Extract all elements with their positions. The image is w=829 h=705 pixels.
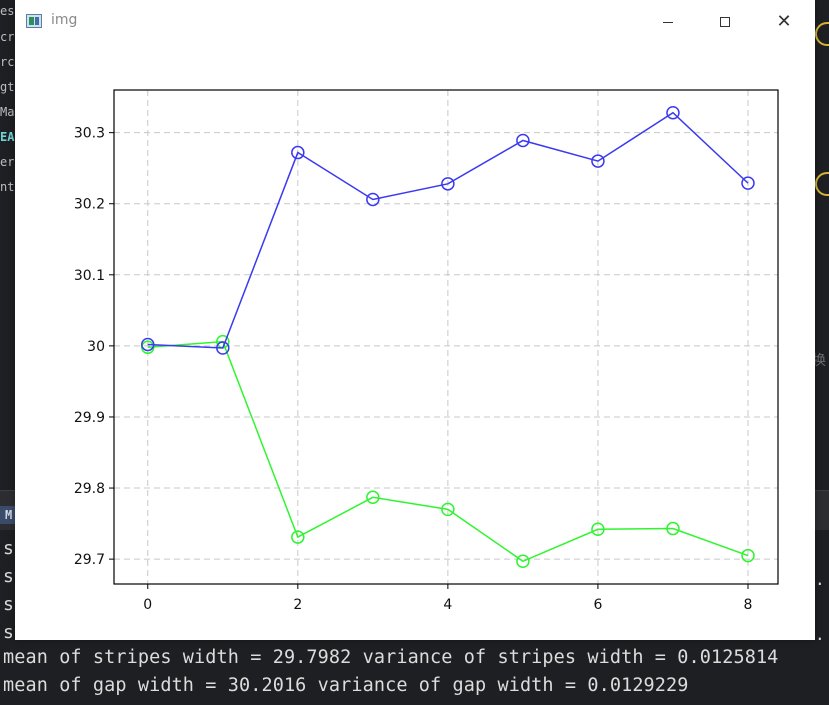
console-line-gap: mean of gap width = 30.2016 variance of … xyxy=(3,675,689,696)
data-point-stripes xyxy=(441,502,455,517)
code-fragment: rc xyxy=(0,55,15,69)
close-button[interactable]: ✕ xyxy=(761,8,807,36)
data-point-stripes xyxy=(741,548,755,563)
y-tick-label: 30 xyxy=(87,339,105,355)
image-window[interactable]: img ✕ 0 2 4 6 8 29.7 29.8 29.9 30 30.1 30.2 30.3 xyxy=(15,0,815,640)
code-fragment: cr xyxy=(0,30,15,44)
close-icon: ✕ xyxy=(776,11,792,32)
side-glyph: 换 xyxy=(812,353,826,369)
y-tick-label: 30.3 xyxy=(74,126,105,142)
code-fragment: EA xyxy=(0,130,15,144)
console-line-truncated: s xyxy=(3,538,14,559)
data-point-stripes xyxy=(591,522,605,537)
bracket-highlight xyxy=(815,22,829,46)
minimize-icon xyxy=(663,21,673,23)
data-point-gap xyxy=(741,176,755,190)
data-point-gap xyxy=(666,105,680,120)
y-tick-label: 29.9 xyxy=(74,410,105,426)
series-line-stripes xyxy=(147,340,749,563)
code-fragment: gt xyxy=(0,80,15,94)
axes-frame xyxy=(113,89,779,585)
data-point-gap xyxy=(591,154,605,168)
console-line-truncated: . xyxy=(815,570,825,589)
series-line-gap xyxy=(147,111,749,349)
y-tick-label: 30.1 xyxy=(74,268,105,284)
data-point-gap xyxy=(516,133,530,148)
line-chart: 0 2 4 6 8 29.7 29.8 29.9 30 30.1 30.2 30.3 xyxy=(74,89,779,613)
y-tick-label: 30.2 xyxy=(74,197,105,213)
maximize-icon xyxy=(720,17,730,27)
console-line-truncated: s xyxy=(3,594,14,615)
console-line-truncated: s xyxy=(3,622,14,643)
data-point-gap xyxy=(141,337,155,352)
data-point-gap xyxy=(441,177,455,191)
code-fragment: nt xyxy=(0,180,15,194)
window-title: img xyxy=(51,12,78,28)
maximize-button[interactable] xyxy=(702,8,748,36)
y-tick-label: 29.7 xyxy=(74,552,105,568)
x-tick-label: 8 xyxy=(744,597,753,613)
console-line-truncated: . xyxy=(815,625,825,644)
code-fragment: es xyxy=(0,4,15,18)
console-line-stripes: mean of stripes width = 29.7982 variance… xyxy=(3,647,779,668)
plot-area: 0 2 4 6 8 29.7 29.8 29.9 30 30.1 30.2 30.3 xyxy=(15,42,815,644)
y-tick-label: 29.8 xyxy=(74,481,105,497)
minimize-button[interactable] xyxy=(645,8,691,36)
data-point-gap xyxy=(291,145,305,160)
ide-right-gutter xyxy=(815,0,829,490)
app-image-icon xyxy=(26,14,42,28)
bracket-highlight xyxy=(815,172,829,196)
data-point-gap xyxy=(216,341,230,355)
x-tick-label: 0 xyxy=(143,597,152,613)
code-fragment: Ma xyxy=(0,105,15,119)
window-titlebar[interactable]: img ✕ xyxy=(15,0,815,42)
data-point-stripes xyxy=(666,521,680,536)
x-tick-label: 4 xyxy=(443,597,452,613)
data-point-gap xyxy=(366,192,380,207)
x-tick-label: 6 xyxy=(593,597,602,613)
data-point-stripes xyxy=(291,530,305,544)
x-tick-label: 2 xyxy=(293,597,302,613)
data-point-stripes xyxy=(516,554,530,569)
console-line-truncated: s xyxy=(3,566,14,587)
data-point-stripes xyxy=(366,490,380,505)
